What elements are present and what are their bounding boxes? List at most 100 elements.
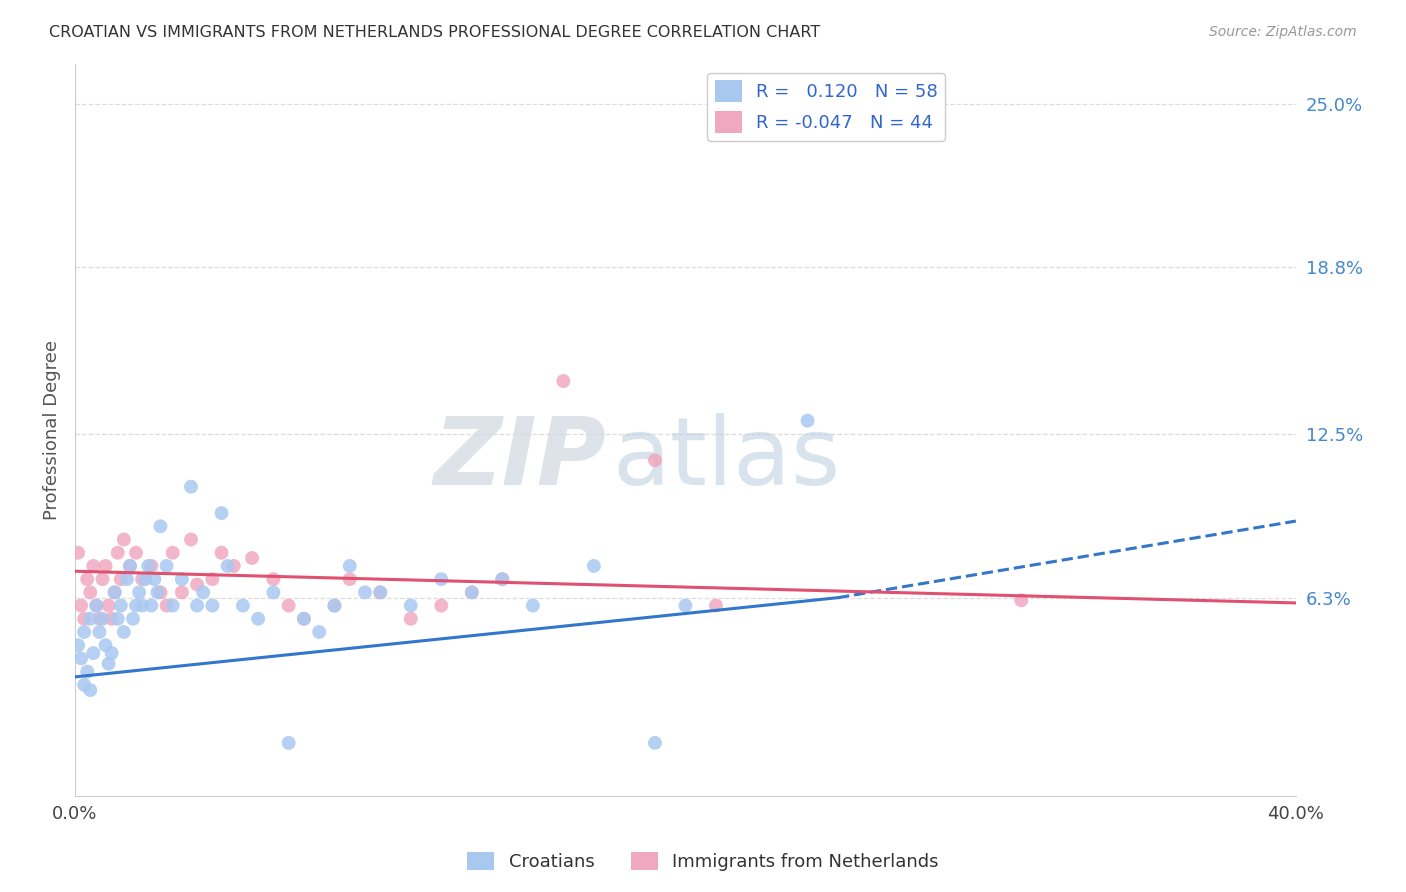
Point (430, 572, 453, 586)
Point (86, 599, 108, 613)
Point (94, 638, 117, 652)
Point (193, 585, 215, 599)
Legend: R =   0.120   N = 58, R = -0.047   N = 44: R = 0.120 N = 58, R = -0.047 N = 44 (707, 73, 945, 141)
Point (186, 599, 208, 613)
Point (162, 546, 184, 560)
Point (308, 625, 330, 640)
Point (262, 585, 284, 599)
Point (86, 599, 108, 613)
Point (222, 558, 245, 573)
Point (91, 572, 114, 586)
Point (522, 599, 544, 613)
Point (131, 572, 153, 586)
Point (582, 558, 605, 573)
Point (323, 599, 346, 613)
Point (162, 599, 184, 613)
Point (100, 612, 122, 626)
Point (232, 599, 254, 613)
Point (82, 646, 104, 660)
Point (112, 533, 135, 547)
Point (211, 546, 233, 560)
Point (146, 585, 169, 599)
Point (704, 599, 727, 613)
Point (118, 558, 141, 573)
Point (104, 585, 127, 599)
Point (644, 736, 666, 750)
Point (186, 577, 208, 591)
Point (292, 612, 315, 626)
Point (796, 414, 818, 428)
Point (149, 585, 172, 599)
Point (104, 585, 127, 599)
Y-axis label: Professional Degree: Professional Degree (44, 340, 60, 520)
Point (240, 551, 263, 566)
Point (339, 572, 361, 586)
Point (491, 572, 513, 586)
Point (115, 572, 138, 586)
Point (110, 572, 132, 586)
Point (399, 612, 422, 626)
Legend: Croatians, Immigrants from Netherlands: Croatians, Immigrants from Netherlands (460, 845, 946, 879)
Point (128, 585, 150, 599)
Point (125, 599, 148, 613)
Point (170, 572, 193, 586)
Point (491, 572, 513, 586)
Point (217, 558, 239, 573)
Point (107, 612, 129, 626)
Point (70, 651, 93, 665)
Point (76, 572, 98, 586)
Point (277, 599, 299, 613)
Point (149, 519, 172, 533)
Point (67, 638, 90, 652)
Point (79, 612, 101, 626)
Point (201, 599, 224, 613)
Point (211, 506, 233, 520)
Point (97, 599, 120, 613)
Point (155, 558, 177, 573)
Point (136, 558, 159, 573)
Point (73, 612, 96, 626)
Point (73, 678, 96, 692)
Point (201, 572, 224, 586)
Point (368, 585, 391, 599)
Point (73, 625, 96, 640)
Point (112, 625, 135, 640)
Point (247, 612, 270, 626)
Point (354, 585, 377, 599)
Point (292, 612, 315, 626)
Point (1010, 593, 1032, 607)
Point (82, 558, 104, 573)
Point (141, 558, 163, 573)
Point (97, 657, 120, 671)
Point (79, 585, 101, 599)
Point (131, 599, 153, 613)
Text: Source: ZipAtlas.com: Source: ZipAtlas.com (1209, 25, 1357, 39)
Point (155, 599, 177, 613)
Point (430, 599, 453, 613)
Text: ZIP: ZIP (433, 413, 606, 505)
Point (107, 546, 129, 560)
Point (122, 612, 145, 626)
Text: atlas: atlas (612, 413, 841, 505)
Point (141, 599, 163, 613)
Point (339, 558, 361, 573)
Point (76, 665, 98, 679)
Point (262, 572, 284, 586)
Point (89, 612, 111, 626)
Point (644, 453, 666, 467)
Point (368, 585, 391, 599)
Point (399, 599, 422, 613)
Point (461, 585, 484, 599)
Point (67, 546, 90, 560)
Point (143, 572, 166, 586)
Point (125, 546, 148, 560)
Point (180, 480, 202, 494)
Text: CROATIAN VS IMMIGRANTS FROM NETHERLANDS PROFESSIONAL DEGREE CORRELATION CHART: CROATIAN VS IMMIGRANTS FROM NETHERLANDS … (49, 25, 821, 40)
Point (553, 374, 575, 388)
Point (170, 585, 193, 599)
Point (675, 599, 697, 613)
Point (134, 572, 156, 586)
Point (323, 599, 346, 613)
Point (79, 683, 101, 698)
Point (180, 533, 202, 547)
